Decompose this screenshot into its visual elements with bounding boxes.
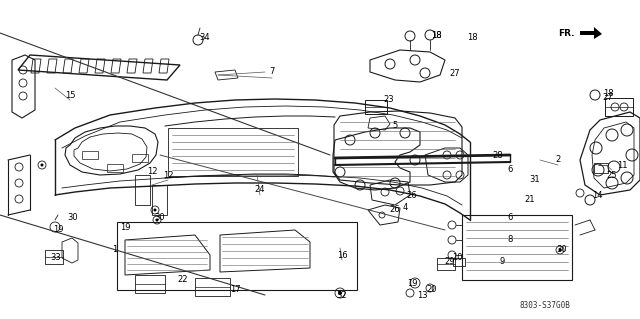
Text: 26: 26 bbox=[406, 190, 417, 199]
Text: 18: 18 bbox=[467, 33, 477, 42]
Text: 14: 14 bbox=[592, 190, 602, 199]
Text: 1: 1 bbox=[113, 246, 118, 255]
Circle shape bbox=[338, 291, 342, 295]
Text: 24: 24 bbox=[255, 186, 265, 195]
Bar bbox=[437, 258, 455, 270]
Text: 16: 16 bbox=[337, 250, 348, 259]
Text: 2: 2 bbox=[556, 155, 561, 165]
Text: 29: 29 bbox=[445, 257, 455, 266]
Text: 18: 18 bbox=[603, 88, 613, 98]
Text: 19: 19 bbox=[407, 278, 417, 287]
Bar bbox=[594, 163, 608, 173]
Bar bbox=[107, 164, 123, 172]
Circle shape bbox=[559, 249, 561, 251]
Text: 18: 18 bbox=[431, 31, 442, 40]
Text: 19: 19 bbox=[120, 224, 131, 233]
Text: 4: 4 bbox=[403, 203, 408, 211]
Text: 5: 5 bbox=[392, 121, 397, 130]
Bar bbox=[152, 185, 167, 215]
Text: 17: 17 bbox=[230, 286, 240, 294]
Text: 11: 11 bbox=[617, 160, 627, 169]
Text: 8303-S37G0B: 8303-S37G0B bbox=[520, 300, 571, 309]
Text: 15: 15 bbox=[65, 91, 76, 100]
Bar bbox=[132, 154, 148, 162]
Text: 9: 9 bbox=[499, 257, 504, 266]
Text: 27: 27 bbox=[450, 69, 460, 78]
Text: 34: 34 bbox=[200, 33, 211, 42]
Text: 12: 12 bbox=[147, 167, 157, 176]
Text: 22: 22 bbox=[178, 276, 188, 285]
Text: 12: 12 bbox=[163, 170, 173, 180]
Bar bbox=[135, 175, 150, 205]
Bar bbox=[453, 258, 465, 266]
Text: 20: 20 bbox=[427, 286, 437, 294]
Text: 6: 6 bbox=[508, 166, 513, 174]
Text: 25: 25 bbox=[607, 170, 617, 180]
Text: 27: 27 bbox=[603, 93, 613, 102]
Text: 10: 10 bbox=[452, 254, 462, 263]
Text: 30: 30 bbox=[557, 246, 567, 255]
Bar bbox=[195, 278, 230, 296]
Bar bbox=[462, 215, 572, 280]
Text: 18: 18 bbox=[431, 31, 442, 40]
Text: 33: 33 bbox=[51, 253, 61, 262]
Text: 21: 21 bbox=[525, 196, 535, 204]
Circle shape bbox=[40, 164, 44, 167]
Text: 8: 8 bbox=[508, 235, 513, 244]
Text: FR.: FR. bbox=[558, 29, 575, 39]
Circle shape bbox=[156, 219, 159, 221]
Bar bbox=[365, 100, 387, 114]
Text: 19: 19 bbox=[52, 226, 63, 234]
Text: 31: 31 bbox=[530, 175, 540, 184]
Text: 13: 13 bbox=[417, 291, 428, 300]
Bar bbox=[82, 151, 98, 159]
Bar bbox=[45, 250, 63, 264]
Bar bbox=[135, 275, 165, 293]
Bar bbox=[605, 98, 633, 116]
Text: 30: 30 bbox=[68, 212, 78, 221]
Text: 6: 6 bbox=[508, 213, 513, 222]
Text: 7: 7 bbox=[269, 68, 275, 77]
Text: 26: 26 bbox=[390, 205, 400, 214]
Text: 28: 28 bbox=[493, 151, 503, 160]
Polygon shape bbox=[580, 27, 602, 39]
Bar bbox=[117, 222, 357, 290]
Text: 32: 32 bbox=[337, 291, 348, 300]
Text: 30: 30 bbox=[155, 213, 165, 222]
Circle shape bbox=[154, 209, 157, 211]
Text: 23: 23 bbox=[384, 95, 394, 105]
Bar bbox=[168, 128, 298, 176]
